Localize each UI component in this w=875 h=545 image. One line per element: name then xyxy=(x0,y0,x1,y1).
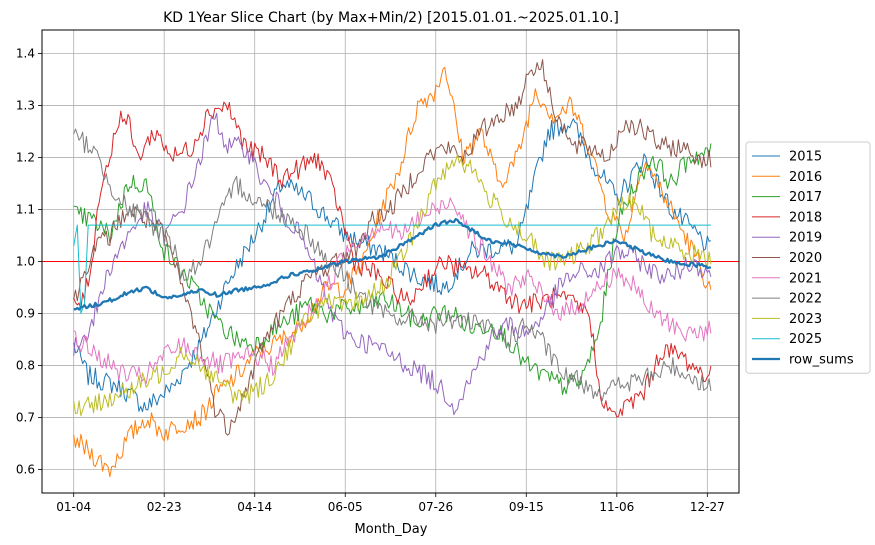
x-tick-label: 02-23 xyxy=(147,500,182,514)
x-tick-label: 12-27 xyxy=(690,500,725,514)
series-line-2017 xyxy=(73,143,712,396)
y-tick-label: 1.4 xyxy=(16,46,35,60)
series-line-2015 xyxy=(73,118,712,413)
legend-label: 2015 xyxy=(789,150,822,165)
series-line-2016 xyxy=(73,66,712,478)
legend-label: 2025 xyxy=(789,332,822,347)
y-tick-label: 1.0 xyxy=(16,255,35,269)
series-line-row_sums xyxy=(73,217,711,311)
legend-label: row_sums xyxy=(789,353,854,368)
y-tick-label: 0.7 xyxy=(16,411,35,425)
legend-label: 2016 xyxy=(789,170,822,185)
series-line-2021 xyxy=(73,197,712,385)
legend-label: 2021 xyxy=(789,271,822,286)
legend-box xyxy=(745,141,871,374)
legend-label: 2019 xyxy=(789,231,822,246)
legend: 2015 2016 2017 2018 2019 2020 2021 2022 2023 2025… xyxy=(745,141,871,374)
legend-label: 2018 xyxy=(789,210,822,225)
y-axis-ticks: 0.6 0.7 0.8 0.9 1.0 1.1 1.2 1.3 1.4 xyxy=(16,46,42,477)
legend-label: 2023 xyxy=(789,312,822,327)
x-axis-ticks: 01-04 02-23 04-14 06-05 07-26 09-15 11-06 12-27 xyxy=(56,493,725,514)
y-tick-label: 0.8 xyxy=(16,359,35,373)
y-tick-label: 1.3 xyxy=(16,98,35,112)
series-line-2020 xyxy=(73,59,712,436)
series-line-2018 xyxy=(73,101,712,418)
x-tick-label: 06-05 xyxy=(328,500,363,514)
x-tick-label: 09-15 xyxy=(509,500,544,514)
chart-title: KD 1Year Slice Chart (by Max+Min/2) [201… xyxy=(163,10,619,26)
series-line-2022 xyxy=(73,128,712,402)
y-tick-label: 0.9 xyxy=(16,307,35,321)
series-line-2025 xyxy=(73,224,711,314)
legend-label: 2020 xyxy=(789,251,822,266)
x-tick-label: 11-06 xyxy=(599,500,634,514)
x-tick-label: 07-26 xyxy=(418,500,453,514)
x-tick-label: 04-14 xyxy=(237,500,272,514)
legend-label: 2017 xyxy=(789,190,822,205)
series-line-2023 xyxy=(73,154,712,417)
x-axis-label: Month_Day xyxy=(355,522,428,537)
x-tick-label: 01-04 xyxy=(56,500,91,514)
y-tick-label: 0.6 xyxy=(16,463,35,477)
plot-area xyxy=(42,59,739,478)
series-line-2019 xyxy=(73,112,712,416)
y-tick-label: 1.2 xyxy=(16,150,35,164)
y-tick-label: 1.1 xyxy=(16,202,35,216)
legend-label: 2022 xyxy=(789,292,822,307)
